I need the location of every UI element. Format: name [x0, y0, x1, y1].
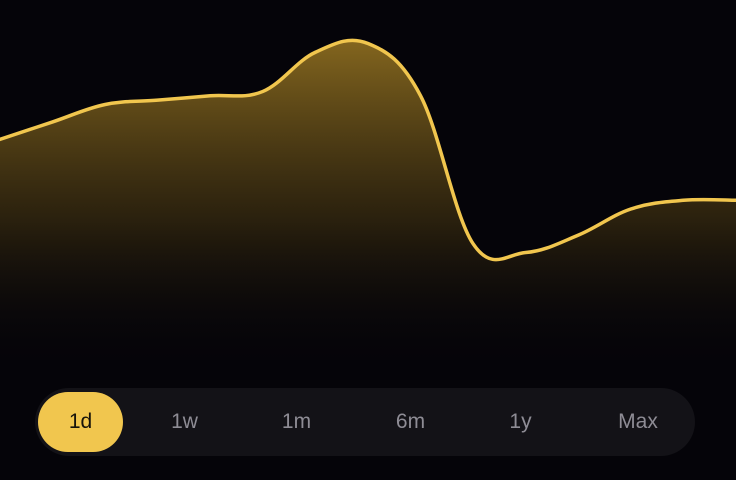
- chart-data-point-5: [260, 88, 266, 94]
- chart-data-point-11: [575, 232, 581, 238]
- range-button-1w[interactable]: 1w: [142, 392, 227, 452]
- chart-data-point-2: [102, 102, 108, 108]
- price-chart: [0, 38, 736, 370]
- chart-data-point-6: [312, 49, 318, 55]
- chart-data-point-8: [418, 93, 424, 99]
- chart-data-point-13: [680, 197, 686, 203]
- chart-data-point-4: [207, 93, 213, 99]
- chart-data-point-7: [365, 41, 371, 47]
- time-range-selector: 1d 1w 1m 6m 1y Max: [35, 388, 695, 456]
- range-button-6m[interactable]: 6m: [368, 392, 453, 452]
- chart-data-point-12: [628, 206, 634, 212]
- chart-series-line: [0, 38, 736, 262]
- range-button-1d[interactable]: 1d: [38, 392, 123, 452]
- chart-data-point-3: [155, 97, 161, 103]
- chart-data-point-10: [523, 250, 529, 256]
- chart-area-fill: [0, 40, 736, 370]
- range-button-1m[interactable]: 1m: [254, 392, 339, 452]
- chart-data-point-9: [470, 241, 476, 247]
- range-button-max[interactable]: Max: [593, 392, 683, 452]
- chart-data-point-1: [50, 119, 56, 125]
- range-button-1y[interactable]: 1y: [478, 392, 563, 452]
